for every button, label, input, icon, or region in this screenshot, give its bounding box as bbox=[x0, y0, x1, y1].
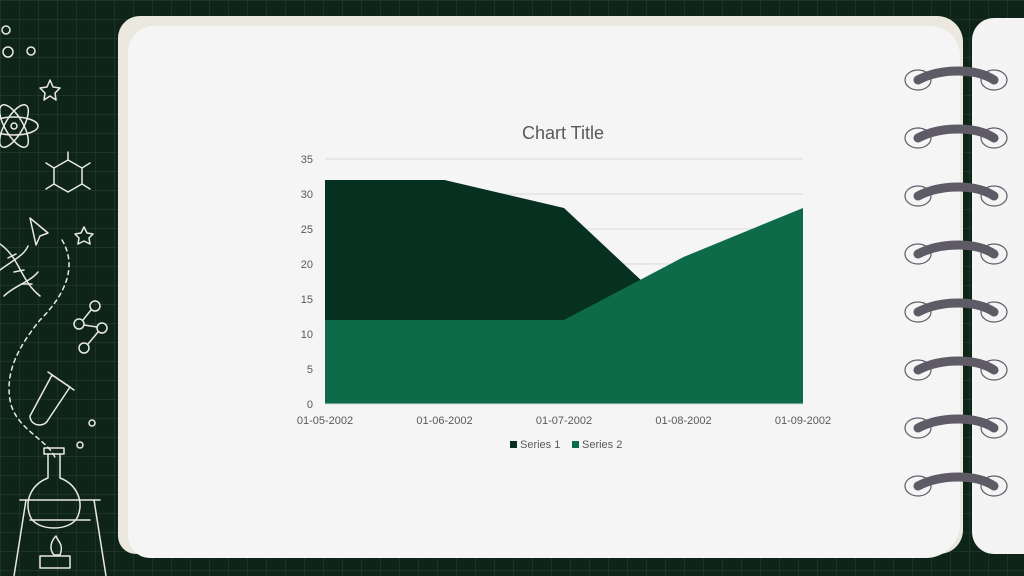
x-tick-label: 01-09-2002 bbox=[775, 415, 831, 427]
legend-swatch-series-2 bbox=[572, 441, 579, 448]
bunsen-burner-icon bbox=[13, 447, 107, 576]
chart-title: Chart Title bbox=[522, 123, 604, 143]
x-tick-label: 01-05-2002 bbox=[297, 415, 353, 427]
star-icon bbox=[39, 79, 61, 101]
spiral-ring bbox=[904, 124, 1008, 149]
x-tick-label: 01-06-2002 bbox=[416, 415, 472, 427]
legend: Series 1 Series 2 bbox=[510, 439, 622, 451]
test-tube-icon bbox=[29, 371, 75, 426]
atom-icon bbox=[0, 103, 39, 149]
y-tick-label: 30 bbox=[301, 189, 313, 201]
dashed-path bbox=[8, 239, 70, 461]
notebook-right-page bbox=[972, 18, 1024, 554]
y-tick-label: 35 bbox=[301, 154, 313, 166]
y-tick-label: 25 bbox=[301, 224, 313, 236]
area-series-2 bbox=[325, 208, 803, 404]
legend-swatch-series-1 bbox=[510, 441, 517, 448]
plot-area bbox=[325, 180, 803, 404]
x-tick-label: 01-07-2002 bbox=[536, 415, 592, 427]
y-tick-label: 5 bbox=[307, 364, 313, 376]
y-tick-label: 0 bbox=[307, 399, 313, 411]
molecule-hexagon-icon bbox=[45, 151, 91, 193]
dna-icon bbox=[0, 243, 41, 297]
science-doodles bbox=[0, 25, 108, 576]
y-tick-label: 15 bbox=[301, 294, 313, 306]
spiral-ring bbox=[904, 356, 1008, 381]
spiral-ring bbox=[904, 472, 1008, 497]
spiral-ring bbox=[904, 66, 1008, 91]
legend-label-series-2: Series 2 bbox=[582, 439, 622, 451]
x-tick-label: 01-08-2002 bbox=[655, 415, 711, 427]
y-tick-label: 20 bbox=[301, 259, 313, 271]
axes: 0 5 10 15 20 25 30 35 01-05-2002 01-06-2002 01-07-… bbox=[297, 154, 831, 427]
molecule-nodes-icon bbox=[73, 300, 108, 354]
y-tick-label: 10 bbox=[301, 329, 313, 341]
star-icon bbox=[74, 226, 94, 245]
spiral-ring bbox=[904, 414, 1008, 439]
spiral-ring bbox=[904, 240, 1008, 265]
spiral-ring bbox=[904, 298, 1008, 323]
spiral-binding bbox=[904, 66, 1008, 497]
legend-label-series-1: Series 1 bbox=[520, 439, 560, 451]
bubbles-icon bbox=[1, 25, 96, 449]
spiral-ring bbox=[904, 182, 1008, 207]
cursor-icon bbox=[29, 217, 49, 246]
